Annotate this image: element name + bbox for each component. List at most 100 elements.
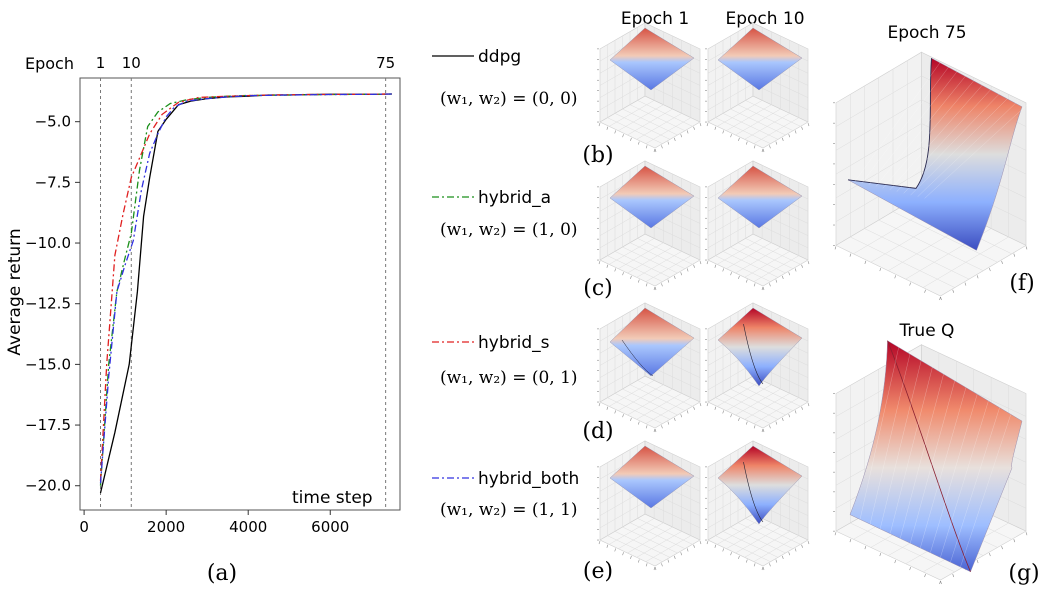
- axis-tick: [939, 296, 941, 301]
- axis-tick: [1013, 253, 1016, 257]
- series-line-hybrid-s: [99, 93, 392, 481]
- surface-curve: [743, 323, 764, 385]
- axis-tick: [909, 566, 911, 571]
- axis-tick: [964, 282, 967, 286]
- axis-tick: [730, 134, 732, 138]
- surface-curve: [621, 339, 654, 377]
- axis-tick: [794, 130, 797, 134]
- axis-tick: [976, 559, 979, 564]
- axis-tick: [686, 130, 689, 134]
- mesh-line: [899, 374, 944, 539]
- axis-tick: [693, 544, 695, 548]
- surface-sheet: [849, 340, 1023, 573]
- axis-tick: [680, 414, 682, 418]
- axis-tick: [667, 559, 670, 563]
- axis-tick: [879, 552, 882, 557]
- axis-tick: [638, 141, 640, 145]
- axis-tick: [1001, 260, 1003, 264]
- mesh-line: [950, 407, 1000, 563]
- axis-tick: [849, 253, 852, 257]
- mesh-line: [910, 380, 955, 544]
- legend-item-hybrid-both: hybrid_both (w₁, w₂) = (1, 1): [432, 469, 579, 520]
- axis-tick: [653, 428, 656, 433]
- axis-tick: [699, 402, 702, 407]
- axis-tick: [645, 563, 648, 567]
- title-epoch-10: Epoch 10: [725, 9, 804, 29]
- axis-tick: [714, 406, 717, 410]
- axis-tick: [775, 559, 778, 563]
- series-line-hybrid-both: [99, 93, 392, 484]
- axis-tick: [614, 130, 616, 134]
- axis-tick: [667, 421, 670, 425]
- axis-tick: [761, 428, 764, 433]
- axis-tick: [654, 428, 657, 433]
- axis-tick: [606, 544, 609, 548]
- grid-line: [835, 75, 922, 127]
- axis-tick: [706, 402, 709, 407]
- axis-tick: [801, 264, 803, 268]
- axis-tick: [699, 260, 702, 265]
- axis-tick: [746, 141, 748, 145]
- axis-tick: [680, 552, 682, 556]
- axis-tick: [1001, 546, 1003, 550]
- mesh-line: [859, 347, 899, 520]
- surface-thumbnail: [597, 440, 702, 571]
- surface-sheet: [609, 445, 695, 509]
- mesh-line: [910, 95, 1011, 196]
- x-tick-label: 4000: [229, 518, 267, 536]
- surface-thumbnail: [597, 22, 702, 153]
- axis-tick: [834, 246, 837, 250]
- axis-tick: [807, 260, 810, 265]
- axis-tick: [769, 283, 771, 287]
- axis-tick: [645, 425, 648, 429]
- axis-tick: [738, 275, 740, 279]
- axis-tick: [686, 268, 689, 272]
- axis-tick: [775, 279, 778, 283]
- axis-tick: [782, 137, 784, 141]
- x-axis-ticks: 0 2000 4000 6000: [79, 510, 349, 536]
- legend-weights-ddpg: (w₁, w₂) = (0, 0): [440, 89, 578, 109]
- surface-sheet: [717, 445, 803, 525]
- mesh-line: [924, 104, 1028, 199]
- axis-tick: [788, 414, 790, 418]
- axis-tick: [722, 410, 724, 414]
- epoch-marker-label: 1: [96, 54, 106, 72]
- axis-tick: [722, 130, 724, 134]
- axis-tick: [598, 402, 601, 407]
- panel-a-line-chart: −5.0 −7.5 −10.0 −12.5 −15.0 −17.5 −20.0 0 2000 4…: [5, 54, 401, 586]
- axis-tick: [753, 145, 756, 149]
- axis-tick: [706, 540, 709, 545]
- epoch-axis-label: Epoch: [25, 54, 74, 73]
- axis-tick: [769, 563, 771, 567]
- series-line-hybrid-a: [99, 93, 392, 486]
- grid-line: [637, 238, 693, 265]
- axis-tick: [630, 137, 632, 141]
- mesh-line: [882, 79, 976, 189]
- axis-tick: [645, 283, 648, 287]
- axis-tick: [730, 552, 732, 556]
- axis-tick: [864, 260, 867, 264]
- axis-tick: [924, 573, 926, 578]
- axis-tick: [699, 540, 702, 545]
- legend-label-hybrid-s: hybrid_s: [478, 333, 550, 353]
- axis-tick: [699, 122, 702, 127]
- axis-tick: [775, 421, 778, 425]
- axis-tick: [864, 546, 867, 550]
- legend-label-hybrid-both: hybrid_both: [478, 469, 579, 489]
- axis-tick: [614, 548, 616, 552]
- axis-tick: [661, 283, 663, 287]
- axis-tick: [746, 559, 748, 563]
- axis-tick: [653, 148, 656, 153]
- title-true-q: True Q: [899, 321, 955, 341]
- surface-sheet: [609, 27, 695, 91]
- axis-tick: [746, 421, 748, 425]
- axis-tick: [661, 425, 663, 429]
- epoch-marker-lines: 1 10 75: [96, 54, 395, 510]
- legend-weights-hybrid-a: (w₁, w₂) = (1, 0): [440, 220, 578, 240]
- legend-item-hybrid-s: hybrid_s (w₁, w₂) = (0, 1): [432, 333, 578, 388]
- axis-tick: [686, 410, 689, 414]
- y-tick-label: −12.5: [25, 295, 71, 313]
- axis-tick: [794, 548, 797, 552]
- surface-sheet: [717, 165, 803, 229]
- axis-tick: [686, 548, 689, 552]
